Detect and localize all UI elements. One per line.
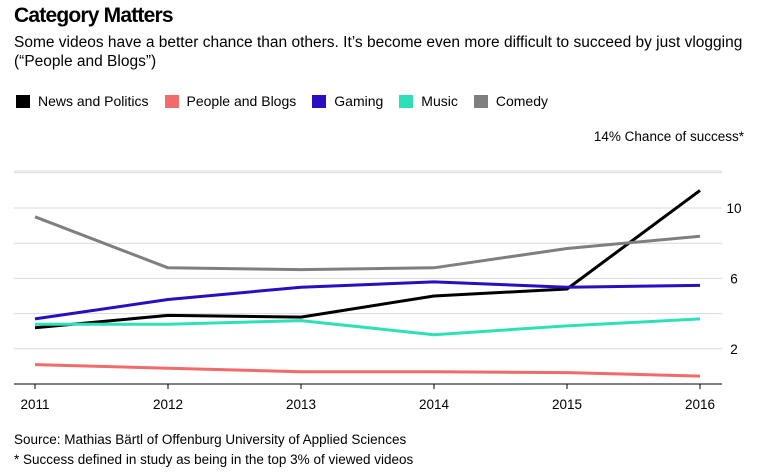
x-tick-label: 2012 [153,397,183,412]
legend-item-gaming: Gaming [312,93,383,109]
chart-title: Category Matters [14,4,174,27]
y-tick-label: 10 [726,201,741,216]
legend-label: People and Blogs [186,93,297,109]
series-line-comedy [34,215,701,272]
legend-swatch [164,94,179,108]
x-tick-label: 2015 [552,397,582,412]
legend-item-people-and-blogs: People and Blogs [164,93,297,109]
legend-swatch [312,94,327,108]
chart-subtitle: Some videos have a better chance than ot… [14,34,743,70]
legend-item-comedy: Comedy [473,93,548,109]
x-tick-label: 2014 [419,397,450,412]
series-line-people-and-blogs [34,363,701,378]
legend-swatch [473,94,488,108]
y-tick-label: 6 [730,271,738,286]
legend-label: Comedy [495,93,548,109]
series-line-music [35,317,701,337]
legend-label: Music [421,93,458,109]
legend-label: News and Politics [38,93,149,109]
x-tick-label: 2016 [685,397,715,412]
series-line-gaming [34,280,701,321]
y-tick-label: 2 [730,342,738,357]
x-tick-label: 2013 [286,397,316,412]
legend: News and Politics People and Blogs Gamin… [16,93,564,109]
series-line-news-and-politics [34,189,701,330]
success-definition-note: * Success defined in study as being in t… [14,452,414,467]
x-tick-label: 2011 [20,397,49,412]
legend-swatch [16,94,30,108]
legend-swatch [399,94,414,108]
y-axis-unit-label: 14% Chance of success* [594,129,745,144]
legend-label: Gaming [334,93,384,109]
source-note: Source: Mathias Bärtl of Offenburg Unive… [14,432,407,447]
legend-item-news-and-politics: News and Politics [16,93,149,109]
footnotes: Source: Mathias Bärtl of Offenburg Unive… [14,430,413,470]
legend-item-music: Music [399,93,458,109]
